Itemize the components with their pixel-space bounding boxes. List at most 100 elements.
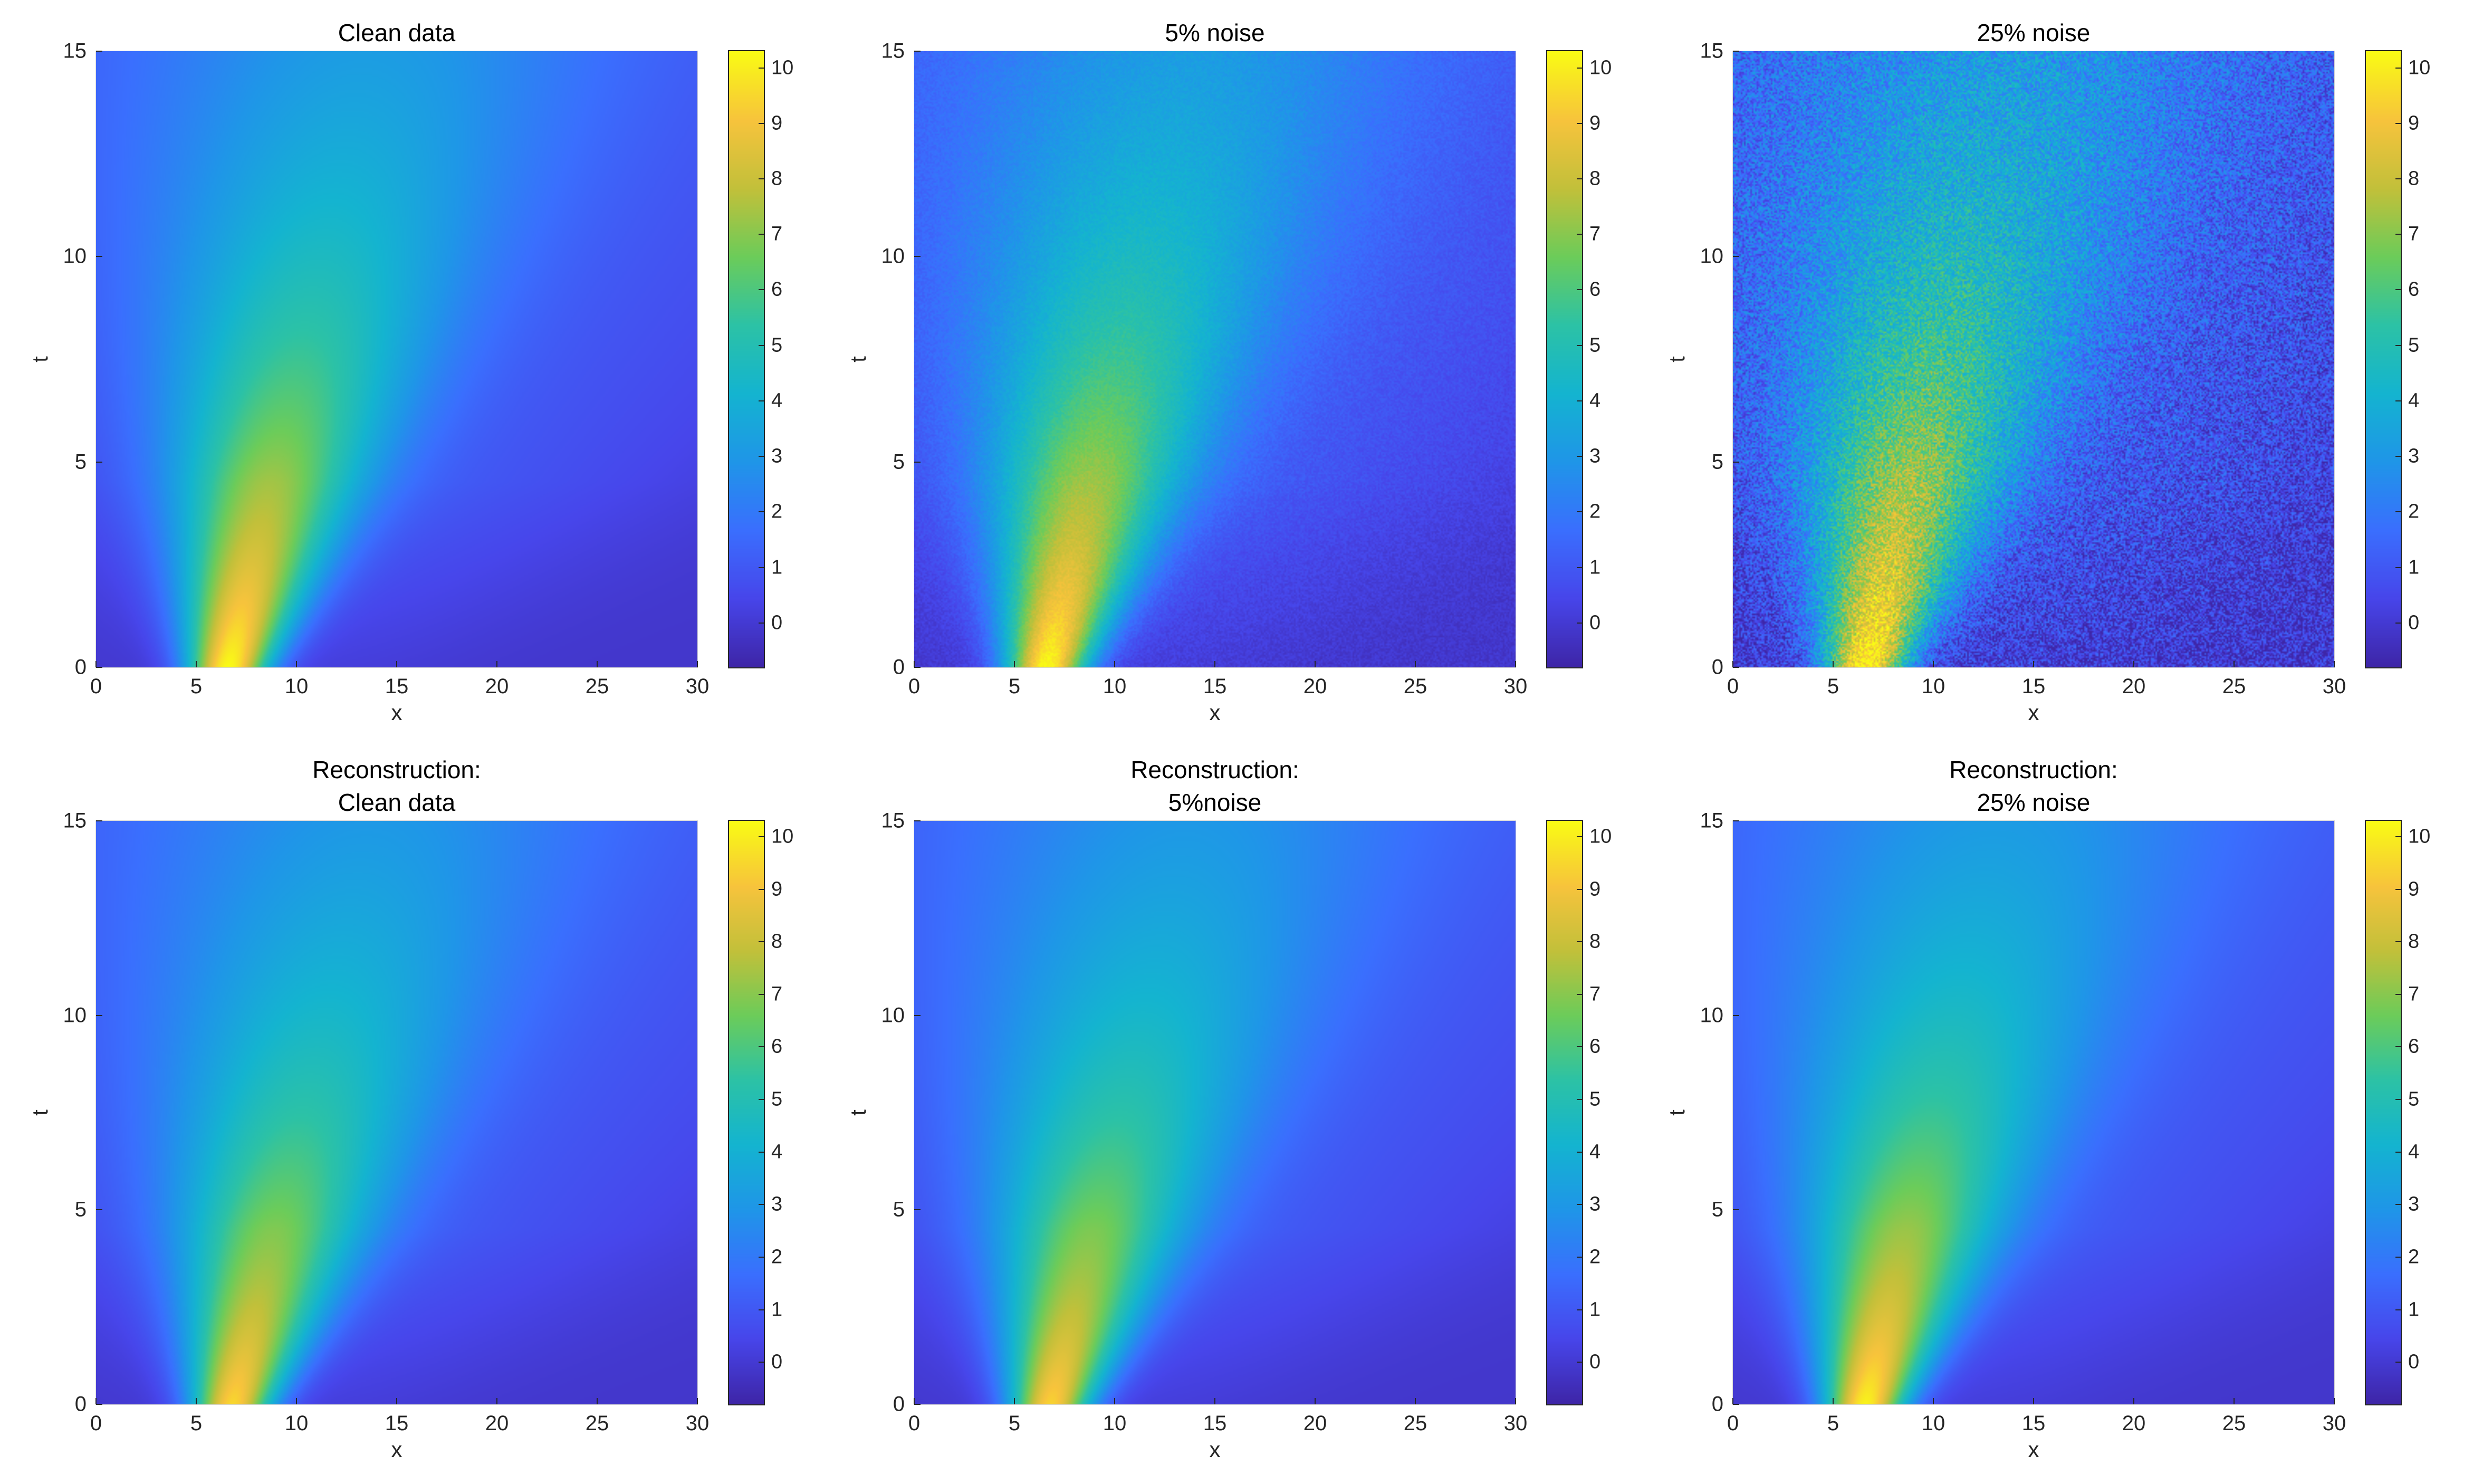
panel-recon-noise5-colorbar-tick <box>1577 836 1582 837</box>
panel-recon-clean-colorbar-tick <box>759 1046 764 1048</box>
panel-recon-noise5-colorbar-label: 2 <box>1589 1246 1601 1268</box>
panel-clean-xtick <box>697 661 698 667</box>
panel-noise5-colorbar <box>1546 50 1583 668</box>
panel-recon-noise5-colorbar-tick <box>1577 1257 1582 1258</box>
panel-noise5-colorbar-tick <box>1577 622 1582 624</box>
panel-recon-clean-colorbar-label: 8 <box>771 930 783 953</box>
panel-recon-noise5-xtick <box>1014 1398 1015 1404</box>
panel-recon-clean-ytick-label: 15 <box>63 809 87 832</box>
panel-recon-noise5-ytick-label: 15 <box>881 809 905 832</box>
panel-clean-colorbar-tick <box>759 511 764 513</box>
panel-noise5-xtick-label: 30 <box>1503 675 1528 698</box>
panel-noise25-colorbar-label: 9 <box>2408 112 2420 135</box>
panel-recon-noise25-ytick <box>1733 820 1739 821</box>
panel-clean-colorbar-label: 3 <box>771 445 783 467</box>
panel-clean-xtick <box>196 661 197 667</box>
panel-noise5-colorbar-label: 3 <box>1589 445 1601 467</box>
panel-recon-clean-ytick <box>96 820 102 821</box>
panel-noise5-title: 5% noise <box>1165 19 1265 46</box>
panel-recon-clean-xtick-label: 0 <box>90 1412 102 1435</box>
panel-noise5-colorbar-label: 5 <box>1589 334 1601 357</box>
panel-noise25-colorbar-label: 1 <box>2408 556 2420 579</box>
panel-clean-ytick-label: 10 <box>63 244 87 268</box>
panel-noise25-colorbar-tick <box>2395 344 2401 346</box>
panel-recon-noise5-colorbar-label: 4 <box>1589 1141 1601 1163</box>
panel-clean-xtick <box>496 661 497 667</box>
panel-recon-noise5-colorbar-label: 9 <box>1589 878 1601 901</box>
panel-noise25-xtick <box>2334 661 2335 667</box>
panel-noise25-xtick-label: 30 <box>2322 675 2346 698</box>
panel-recon-noise25-colorbar-label: 6 <box>2408 1035 2420 1058</box>
panel-noise5-xtick-label: 25 <box>1403 675 1427 698</box>
panel-noise25-colorbar-label: 5 <box>2408 334 2420 357</box>
panel-noise25-colorbar-tick <box>2395 511 2401 513</box>
panel-clean-colorbar-label: 4 <box>771 389 783 412</box>
panel-recon-clean-xtick <box>496 1398 497 1404</box>
panel-recon-clean-colorbar-tick <box>759 888 764 890</box>
panel-recon-noise5-xtick <box>1415 1398 1416 1404</box>
panel-recon-noise25-xtick-label: 25 <box>2222 1412 2246 1435</box>
panel-clean-xtick <box>396 661 397 667</box>
panel-recon-noise25-heatmap-canvas <box>1733 821 2334 1404</box>
panel-noise5-ytick <box>914 461 921 463</box>
panel-recon-noise25-colorbar-label: 0 <box>2408 1351 2420 1373</box>
panel-recon-noise25-ytick <box>1733 1209 1739 1211</box>
panel-noise5-colorbar-label: 0 <box>1589 611 1601 634</box>
panel-noise5-colorbar-tick <box>1577 511 1582 513</box>
panel-noise25-colorbar-label: 0 <box>2408 611 2420 634</box>
panel-noise5-xtick <box>1315 661 1316 667</box>
panel-noise5-xlabel: x <box>1209 700 1221 725</box>
panel-noise5-colorbar-label: 7 <box>1589 223 1601 245</box>
panel-recon-noise5-ytick-label: 10 <box>881 1003 905 1027</box>
panel-recon-clean-xtick <box>196 1398 197 1404</box>
panel-recon-clean-xtick-label: 15 <box>385 1412 409 1435</box>
panel-recon-noise5-heatmap-canvas <box>914 821 1516 1404</box>
panel-noise5-ytick <box>914 51 921 52</box>
panel-noise5-colorbar-label: 4 <box>1589 389 1601 412</box>
panel-recon-clean-colorbar-label: 2 <box>771 1246 783 1268</box>
panel-clean-colorbar-label: 2 <box>771 500 783 523</box>
panel-noise25-colorbar-label: 8 <box>2408 167 2420 190</box>
panel-recon-noise5-colorbar-tick <box>1577 1099 1582 1100</box>
panel-recon-noise5-xtick-label: 20 <box>1303 1412 1327 1435</box>
panel-recon-noise5-colorbar-tick <box>1577 1046 1582 1048</box>
panel-recon-clean-ytick-label: 5 <box>74 1198 87 1221</box>
panel-noise25-colorbar <box>2365 50 2402 668</box>
panel-noise5-ytick-label: 15 <box>881 39 905 63</box>
panel-noise5-colorbar-tick <box>1577 567 1582 568</box>
panel-recon-noise5-colorbar-label: 5 <box>1589 1088 1601 1110</box>
panel-noise25-xlabel: x <box>2028 700 2039 725</box>
panel-clean-colorbar-label: 9 <box>771 112 783 135</box>
panel-clean-xlabel: x <box>391 700 402 725</box>
panel-recon-clean-colorbar-label: 5 <box>771 1088 783 1110</box>
panel-recon-noise25-ylabel: t <box>1664 1109 1689 1116</box>
panel-recon-noise5-title: Reconstruction: <box>1130 756 1299 783</box>
panel-recon-noise25-xtick-label: 20 <box>2122 1412 2146 1435</box>
panel-noise5-xtick <box>914 661 915 667</box>
panel-recon-noise25-ytick <box>1733 1014 1739 1016</box>
panel-recon-clean-colorbar-tick <box>759 1309 764 1310</box>
panel-noise5-colorbar-tick <box>1577 289 1582 291</box>
panel-recon-noise5-colorbar-tick <box>1577 941 1582 943</box>
panel-recon-clean-xtick-label: 10 <box>284 1412 309 1435</box>
panel-noise25-colorbar-tick <box>2395 178 2401 180</box>
panel-clean-ytick-label: 15 <box>63 39 87 63</box>
panel-noise25-colorbar-tick <box>2395 400 2401 401</box>
panel-noise25-ytick <box>1733 51 1739 52</box>
panel-recon-noise25-colorbar-gradient <box>2366 821 2401 1404</box>
panel-recon-clean-ylabel: t <box>27 1109 52 1116</box>
panel-noise5-xtick-label: 15 <box>1203 675 1227 698</box>
panel-noise25-xtick <box>2133 661 2134 667</box>
panel-recon-noise25-xtick-label: 10 <box>1921 1412 1945 1435</box>
panel-recon-noise5-heatmap <box>914 820 1516 1405</box>
panel-recon-clean-colorbar-tick <box>759 1204 764 1205</box>
panel-recon-noise5-xtick <box>914 1398 915 1404</box>
panel-recon-noise25-colorbar-label: 5 <box>2408 1088 2420 1110</box>
panel-recon-noise25-colorbar-label: 9 <box>2408 878 2420 901</box>
panel-recon-clean-xtick <box>396 1398 397 1404</box>
panel-noise5-colorbar-label: 8 <box>1589 167 1601 190</box>
panel-recon-noise25-ytick-label: 15 <box>1700 809 1724 832</box>
panel-noise25-xtick-label: 15 <box>2021 675 2046 698</box>
panel-recon-clean-heatmap-canvas <box>96 821 697 1404</box>
panel-noise5-colorbar-tick <box>1577 344 1582 346</box>
